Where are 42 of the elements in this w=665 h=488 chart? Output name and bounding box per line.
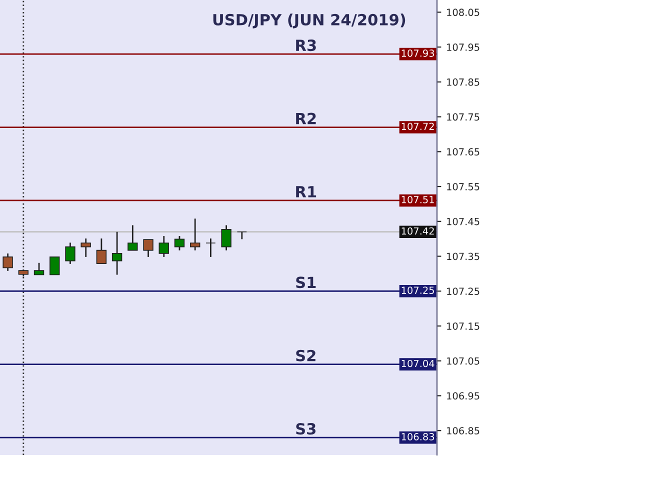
y-tick-label: 106.85 bbox=[447, 427, 480, 434]
annotation: R2 bbox=[296, 112, 316, 124]
ref-line-label: 107.25 bbox=[402, 286, 434, 294]
candlestick bbox=[174, 235, 185, 252]
ref-line-label: 107.42 bbox=[402, 227, 434, 235]
y-tick-label: 107.55 bbox=[447, 183, 480, 190]
candlestick bbox=[158, 235, 169, 258]
y-tick-label: 107.75 bbox=[447, 113, 480, 121]
candlestick bbox=[236, 231, 248, 240]
candlestick bbox=[221, 224, 232, 252]
y-tick-label: 107.65 bbox=[447, 148, 480, 156]
y-tick-label: 107.25 bbox=[447, 288, 480, 295]
ref-line-label: 107.93 bbox=[402, 50, 434, 57]
candlestick bbox=[65, 242, 76, 265]
y-tick-label: 107.45 bbox=[447, 218, 480, 226]
ref-line-label: 107.72 bbox=[402, 122, 434, 130]
candlestick bbox=[143, 238, 154, 258]
ref-line-label: 107.51 bbox=[402, 196, 434, 204]
annotation: R3 bbox=[296, 40, 316, 52]
candlestick bbox=[50, 256, 60, 276]
annotation: S3 bbox=[296, 423, 316, 435]
candlestick bbox=[190, 218, 200, 252]
y-tick-label: 107.15 bbox=[447, 322, 480, 330]
candlestick bbox=[80, 238, 91, 258]
annotation: S1 bbox=[296, 276, 316, 288]
annotation: S2 bbox=[296, 350, 316, 362]
y-tick-label: 107.35 bbox=[447, 252, 480, 260]
y-tick-label: 106.95 bbox=[447, 392, 480, 400]
candlestick bbox=[128, 224, 138, 252]
y-tick-label: 107.95 bbox=[447, 44, 480, 51]
candlestick bbox=[2, 252, 13, 272]
annotation: R1 bbox=[296, 186, 316, 198]
ref-line-label: 107.04 bbox=[402, 360, 434, 368]
ref-line-label: 106.83 bbox=[402, 433, 434, 440]
text: USD/JPY (JUN 24/2019) bbox=[213, 14, 406, 28]
candlestick bbox=[34, 262, 44, 276]
candlestick bbox=[206, 238, 216, 258]
y-tick-label: 108.05 bbox=[447, 8, 480, 16]
candlestick bbox=[112, 231, 122, 276]
y-tick-label: 107.05 bbox=[447, 357, 480, 365]
candlestick bbox=[96, 238, 107, 264]
y-tick-label: 107.85 bbox=[447, 78, 480, 86]
